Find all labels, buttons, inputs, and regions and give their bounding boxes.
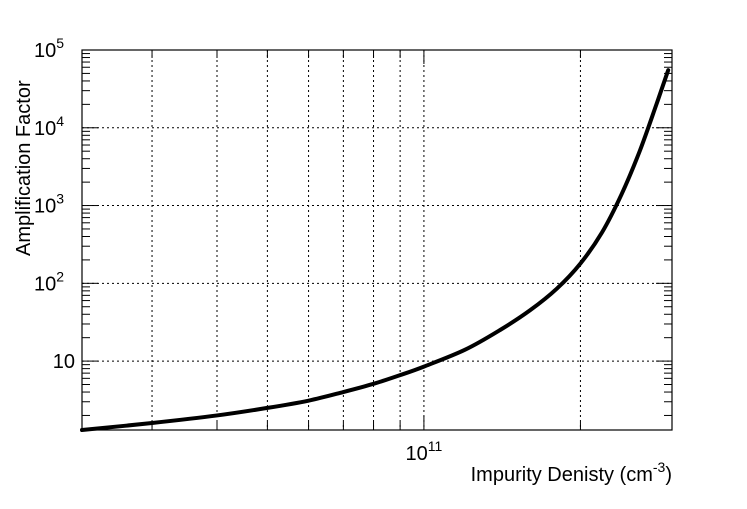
- y-tick-label: 104: [34, 113, 64, 140]
- y-tick-label: 10: [53, 351, 75, 373]
- series-line: [80, 68, 671, 432]
- y-axis-title: Amplification Factor: [13, 80, 35, 256]
- ticks: [82, 49, 673, 430]
- tick-labels: 10 102 103 104 105 1011: [34, 35, 443, 465]
- grid: [82, 49, 673, 430]
- x-tick-label: 1011: [406, 438, 443, 465]
- y-tick-label: 103: [34, 191, 64, 218]
- x-axis-title: Impurity Denisty (cm-3): [471, 459, 672, 486]
- plot-frame: [81, 49, 673, 431]
- y-tick-label: 105: [34, 35, 64, 62]
- y-tick-label: 102: [34, 268, 64, 295]
